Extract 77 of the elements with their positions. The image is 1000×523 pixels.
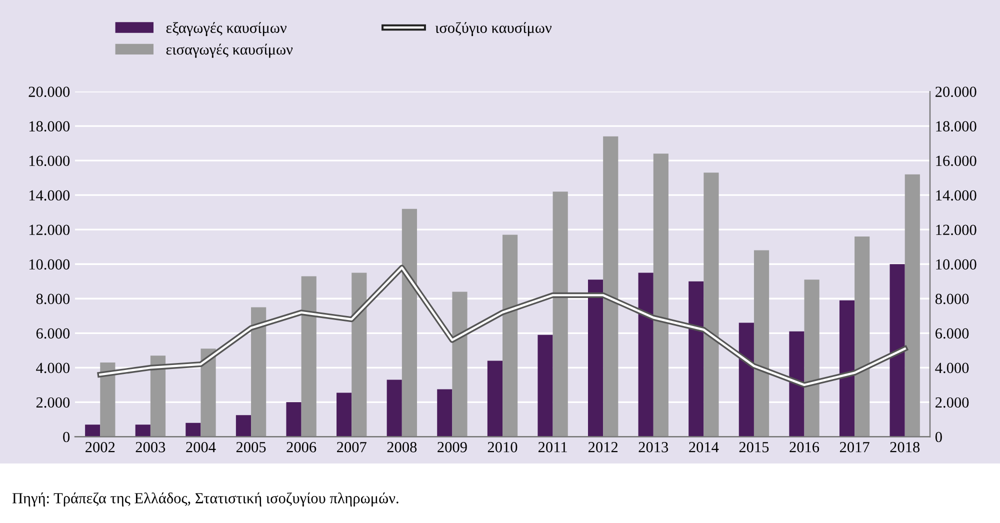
bar: [100, 362, 116, 437]
bar: [402, 208, 417, 437]
bar: [452, 292, 468, 437]
x-tick-label: 2007: [337, 442, 366, 452]
y2-tick-label: 14.000: [936, 190, 976, 201]
bar: [804, 280, 820, 437]
bar: [352, 272, 367, 437]
bar: [386, 380, 402, 437]
bar: [251, 307, 266, 437]
x-tick-label: 2006: [286, 442, 316, 452]
bar: [538, 334, 553, 437]
x-tick-label: 2009: [438, 442, 467, 452]
y-tick-label: 0: [63, 432, 70, 442]
bar: [502, 234, 518, 437]
bar: [286, 402, 302, 437]
y2-tick-label: 10.000: [936, 259, 976, 270]
y2-tick-label: 6.000: [936, 328, 969, 339]
y2-tick-label: 2.000: [936, 397, 969, 408]
y2-tick-label: 12.000: [936, 224, 976, 236]
x-tick-label: 2018: [890, 442, 920, 452]
bar: [588, 280, 604, 437]
y2-tick-label: 8.000: [935, 294, 969, 304]
bar: [890, 264, 905, 437]
text: Πηγή: Τράπεζα της Ελλάδος, Στατιστική ισοζυγίου πληρωμών.: [12, 492, 398, 506]
bar: [904, 174, 920, 437]
bar: [688, 281, 704, 437]
legend-label: εισαγωγές καυσίμων: [166, 44, 293, 58]
bar: [186, 422, 201, 437]
y-tick-label: 16.000: [29, 156, 70, 166]
y2-tick-label: 18.000: [936, 121, 976, 132]
bar: [789, 331, 804, 437]
x-tick-label: 2014: [689, 442, 719, 452]
x-tick-label: 2008: [387, 442, 417, 452]
y2-tick-label: 0: [935, 432, 942, 442]
bar: [552, 192, 568, 437]
y-tick-label: 20.000: [28, 86, 70, 98]
bar: [487, 360, 502, 437]
bar: [336, 392, 352, 437]
bar: [854, 236, 870, 437]
x-tick-label: 2013: [638, 442, 668, 452]
x-tick-label: 2017: [840, 442, 870, 452]
y2-tick-label: 4.000: [935, 362, 969, 374]
x-tick-label: 2002: [86, 442, 115, 452]
y-tick-label: 14.000: [29, 190, 70, 201]
x-tick-label: 2005: [236, 442, 266, 452]
y-tick-label: 4.000: [36, 362, 70, 374]
bar: [704, 172, 719, 437]
y-tick-label: 18.000: [29, 121, 70, 132]
x-tick-label: 2015: [739, 442, 769, 452]
bar: [200, 348, 216, 437]
legend-label: εξαγωγές καυσίμων: [166, 22, 287, 36]
y-tick-label: 10.000: [29, 259, 70, 270]
bar: [839, 300, 855, 437]
x-tick-label: 2016: [790, 442, 820, 452]
bar: [437, 389, 452, 437]
bar: [301, 276, 316, 437]
bar: [638, 272, 654, 437]
bar: [754, 250, 770, 437]
bar: [135, 424, 150, 437]
y-tick-label: 6.000: [36, 328, 70, 339]
y2-tick-label: 20.000: [936, 86, 976, 98]
legend-label: ισοζύγιο καυσίμων: [435, 22, 552, 36]
y2-tick-label: 16.000: [936, 156, 976, 166]
y-tick-label: 2.000: [36, 397, 70, 408]
x-tick-label: 2012: [588, 442, 618, 452]
x-tick-label: 2003: [136, 442, 166, 452]
y-tick-label: 12.000: [29, 224, 70, 236]
x-tick-label: 2004: [186, 442, 216, 452]
bar: [653, 154, 668, 437]
x-tick-label: 2011: [538, 442, 567, 452]
bar: [85, 424, 100, 437]
bar: [603, 136, 618, 437]
y-tick-label: 8.000: [36, 294, 70, 304]
bar: [150, 356, 166, 437]
bar: [738, 322, 754, 437]
x-tick-label: 2010: [488, 442, 518, 452]
bar: [236, 415, 252, 437]
